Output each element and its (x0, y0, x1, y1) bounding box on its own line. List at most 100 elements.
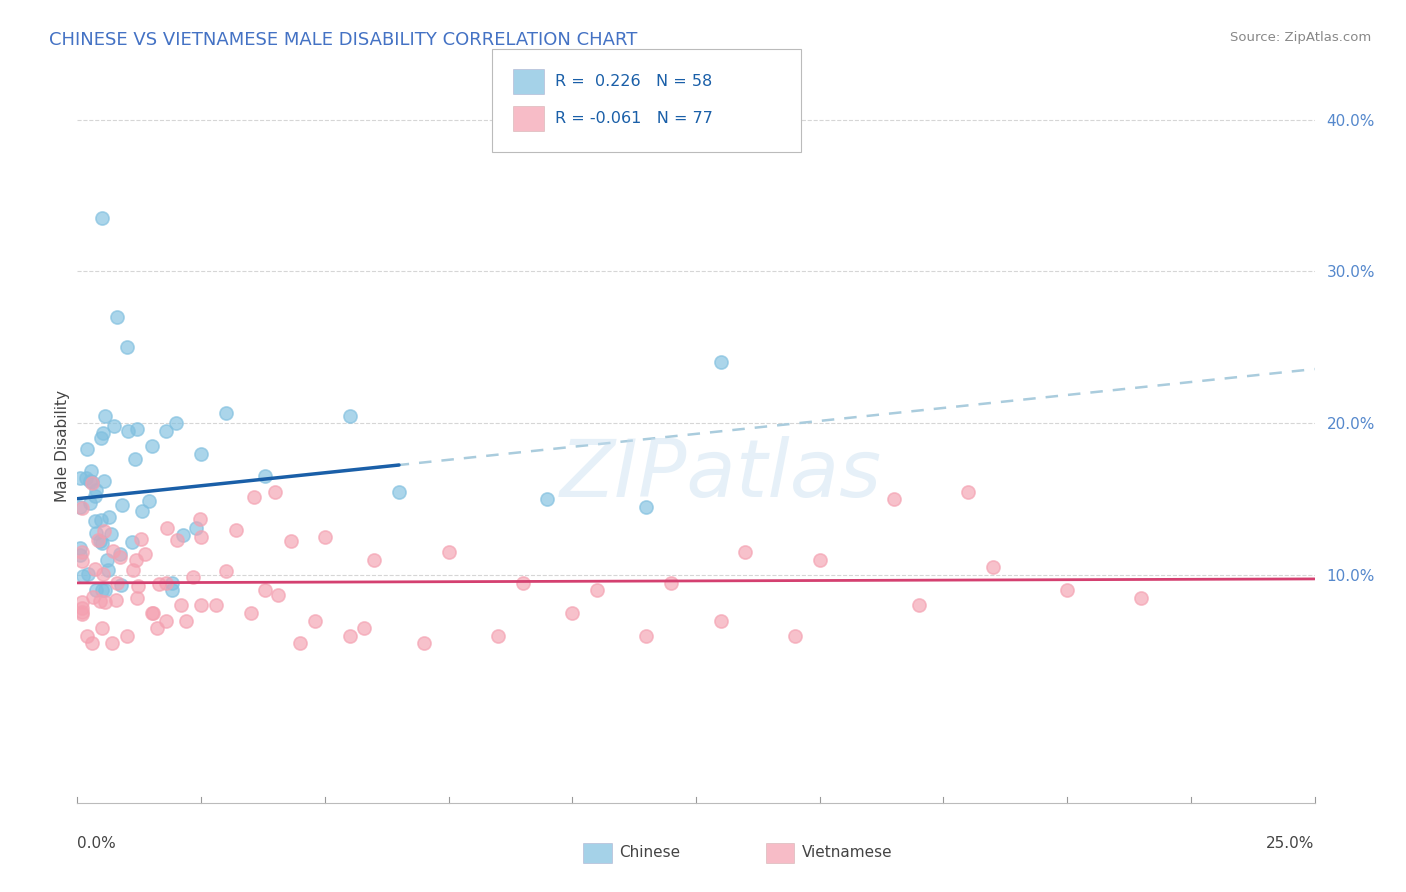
Point (174, 614, 197, 628)
Point (710, 614, 733, 628)
Point (536, 492, 558, 507)
Text: CHINESE VS VIETNAMESE MALE DISABILITY CORRELATION CHART: CHINESE VS VIETNAMESE MALE DISABILITY CO… (49, 31, 637, 49)
Point (142, 606, 165, 620)
Point (91, 583, 114, 598)
Point (264, 484, 287, 499)
Point (129, 532, 152, 546)
Point (94, 583, 117, 598)
Point (412, 636, 434, 650)
Point (783, 629, 806, 643)
Point (94, 595, 117, 609)
Point (124, 452, 146, 467)
Point (388, 484, 411, 499)
Point (145, 621, 167, 635)
Point (710, 355, 733, 369)
Point (89, 593, 111, 607)
Text: Chinese: Chinese (619, 846, 679, 860)
Point (87, 533, 110, 547)
Point (156, 521, 179, 535)
Point (169, 598, 191, 612)
Point (82, 591, 104, 605)
Point (125, 553, 148, 567)
Point (636, 500, 658, 514)
Point (72, 568, 94, 582)
Point (97, 563, 120, 577)
Point (288, 636, 311, 650)
Point (190, 599, 212, 613)
Text: Source: ZipAtlas.com: Source: ZipAtlas.com (1230, 31, 1371, 45)
Point (134, 547, 156, 561)
Point (122, 563, 145, 577)
Point (69, 541, 91, 556)
Point (512, 575, 534, 590)
Point (190, 447, 212, 461)
Point (76, 442, 98, 457)
Point (105, 575, 128, 590)
Point (225, 523, 247, 537)
Point (90, 536, 112, 550)
Text: 0.0%: 0.0% (77, 836, 117, 851)
Point (72, 554, 94, 568)
Point (339, 629, 361, 643)
Point (127, 579, 149, 593)
Point (84, 583, 107, 598)
Point (79, 474, 101, 488)
Point (84, 489, 107, 503)
Point (72, 607, 94, 622)
Point (188, 512, 211, 526)
Text: Vietnamese: Vietnamese (801, 846, 891, 860)
Point (125, 591, 148, 605)
Point (190, 530, 212, 544)
Point (141, 439, 163, 453)
Point (117, 424, 139, 438)
Point (486, 629, 509, 643)
Point (659, 575, 682, 590)
Point (636, 629, 658, 643)
Point (80, 475, 103, 490)
Point (75, 471, 97, 485)
Point (561, 606, 583, 620)
Point (93, 474, 115, 488)
Point (69, 500, 91, 514)
Point (734, 545, 756, 559)
Text: R = -0.061   N = 77: R = -0.061 N = 77 (555, 112, 713, 126)
Point (981, 560, 1004, 574)
Point (155, 575, 177, 590)
Point (907, 599, 929, 613)
Point (76, 629, 98, 643)
Point (138, 493, 160, 508)
Point (90, 431, 112, 445)
Point (353, 621, 375, 635)
Point (101, 636, 124, 650)
Point (69, 471, 91, 485)
Point (131, 503, 153, 517)
Point (1130, 591, 1153, 605)
Point (83, 514, 105, 528)
Point (155, 424, 177, 438)
Point (127, 422, 149, 436)
Point (162, 576, 184, 591)
Point (1056, 583, 1078, 598)
Point (162, 583, 184, 598)
Point (267, 588, 290, 602)
Point (72, 600, 94, 615)
Point (103, 418, 125, 433)
Point (72, 500, 94, 515)
Point (148, 576, 170, 591)
Point (86, 525, 108, 540)
Point (883, 492, 905, 507)
Point (110, 577, 132, 591)
Text: ZIPatlas: ZIPatlas (560, 435, 882, 514)
Point (314, 530, 336, 544)
Y-axis label: Male Disability: Male Disability (55, 390, 70, 502)
Point (100, 527, 122, 541)
Point (91, 567, 114, 582)
Point (165, 416, 187, 430)
Point (91, 211, 114, 226)
Point (243, 490, 266, 504)
Point (80, 465, 103, 479)
Point (84, 562, 107, 576)
Point (108, 547, 131, 561)
Point (84, 483, 107, 498)
Point (181, 570, 204, 584)
